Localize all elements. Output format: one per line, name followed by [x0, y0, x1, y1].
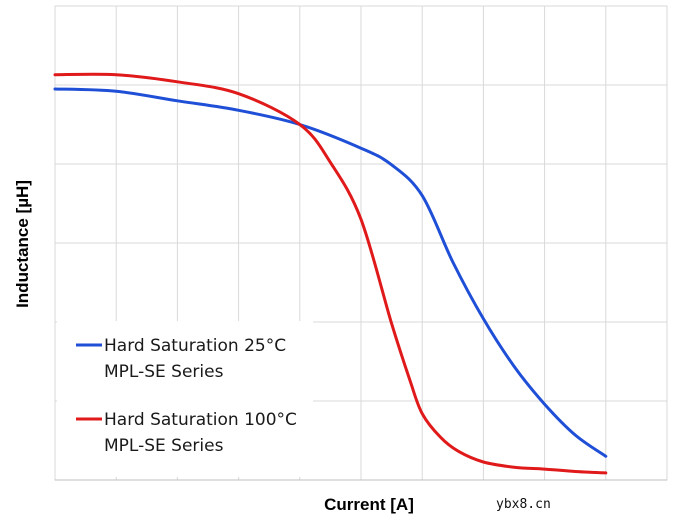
y-axis-title: Inductance [µH] — [13, 180, 32, 308]
series-line-25c — [53, 87, 608, 458]
series-line-100c — [53, 72, 608, 475]
legend-item-25c: Hard Saturation 25°C MPL-SE Series — [76, 336, 286, 382]
legend-label-25c: Hard Saturation 25°C — [104, 336, 286, 356]
x-axis-title: Current [A] — [324, 495, 414, 514]
legend-label-100c: Hard Saturation 100°C — [104, 410, 297, 430]
legend-box — [57, 321, 313, 477]
legend-label-100c-line2: MPL-SE Series — [104, 436, 224, 456]
legend-label-25c-line2: MPL-SE Series — [104, 362, 224, 382]
series-layer — [53, 72, 608, 475]
watermark-text: ybx8.cn — [496, 497, 551, 512]
legend-item-100c: Hard Saturation 100°C MPL-SE Series — [76, 410, 297, 456]
